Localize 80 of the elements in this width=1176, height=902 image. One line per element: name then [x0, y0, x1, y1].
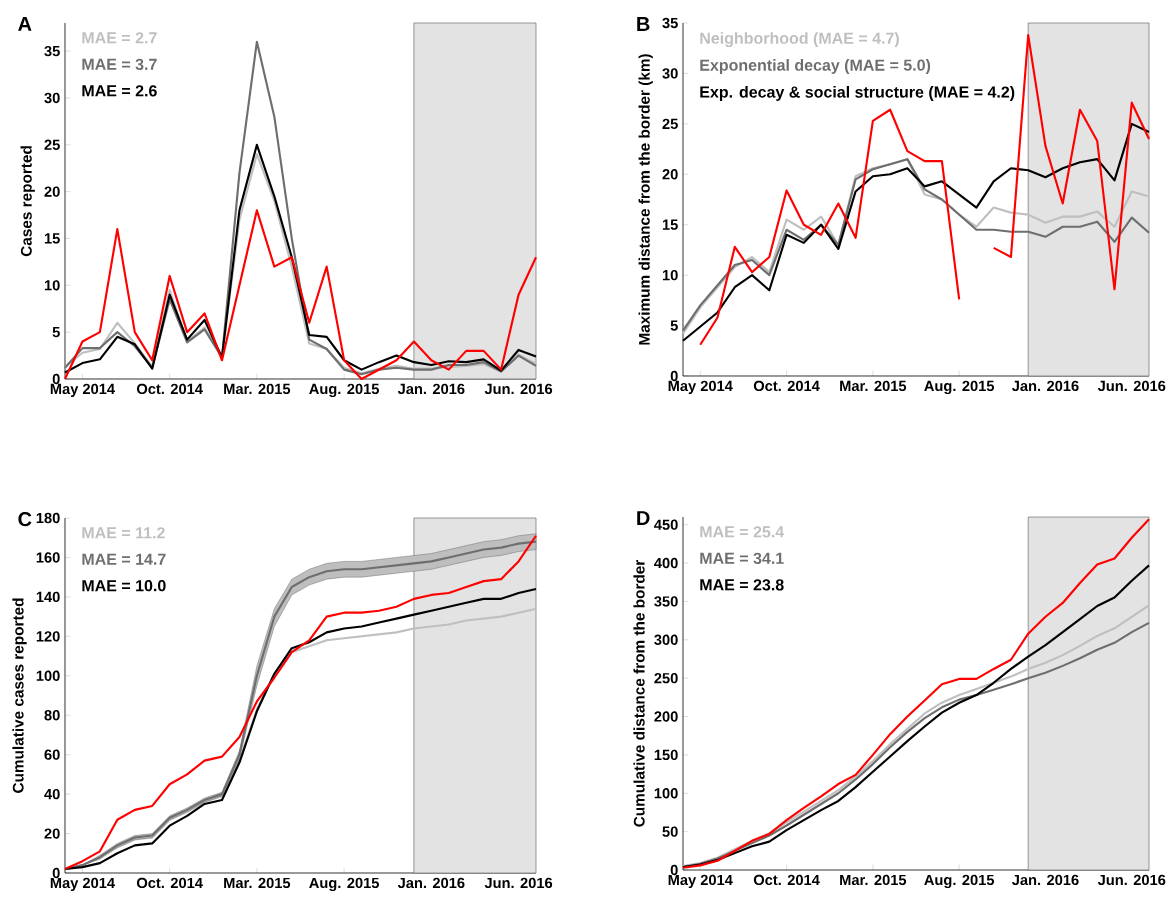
x-tick-label: May 2014	[668, 380, 733, 394]
y-tick-label: 20	[44, 828, 60, 839]
text: Exp. decay & social structure (MAE = 4.2)	[700, 85, 1015, 101]
y-tick-label: 10	[662, 269, 678, 281]
x-tick-label: Oct. 2014	[753, 380, 820, 392]
y-tick-label: 200	[654, 711, 678, 722]
x-tick-label: Jan. 2016	[1011, 380, 1079, 392]
x-tick-label: May 2014	[50, 383, 115, 397]
x-tick-label: Mar. 2015	[224, 877, 291, 889]
y-tick-label: 80	[44, 710, 60, 721]
x-tick-label: Mar. 2015	[840, 874, 907, 886]
y-tick-label: 0	[670, 370, 678, 382]
x-tick-label: Mar. 2015	[840, 380, 907, 392]
y-tick-label: 20	[662, 169, 678, 180]
y-tick-label: 350	[654, 596, 678, 607]
text: C	[18, 512, 32, 527]
x-tick-label: Aug. 2015	[924, 380, 995, 395]
y-tick-label: 250	[654, 672, 678, 684]
y-tick-label: 15	[44, 233, 60, 244]
text: MAE = 25.4	[700, 526, 785, 538]
x-tick-label: Aug. 2015	[309, 877, 380, 892]
y-tick-label: 25	[44, 139, 60, 150]
y-tick-label: 300	[654, 634, 678, 645]
text: MAE = 2.7	[82, 32, 157, 44]
y-axis-title: Cumulative distance from the border	[633, 559, 645, 827]
text: B	[637, 17, 650, 31]
y-tick-label: 40	[44, 788, 60, 800]
x-tick-label: Jun. 2016	[484, 877, 553, 889]
text: MAE = 11.2	[82, 527, 165, 539]
y-tick-label: 35	[44, 45, 60, 57]
y-tick-label: 5	[670, 320, 678, 331]
y-tick-label: 120	[36, 631, 60, 642]
y-tick-label: 450	[654, 519, 678, 530]
text: MAE = 10.0	[82, 580, 166, 592]
y-tick-label: 150	[654, 749, 678, 761]
x-tick-label: May 2014	[50, 877, 115, 891]
y-tick-label: 400	[654, 557, 678, 569]
text: MAE = 2.6	[82, 85, 157, 97]
y-tick-label: 15	[662, 219, 678, 230]
y-tick-label: 0	[670, 864, 678, 876]
y-axis-title: Cases reported	[20, 146, 35, 257]
x-tick-label: Mar. 2015	[224, 383, 291, 395]
text: Neighborhood (MAE = 4.7)	[700, 32, 899, 48]
y-tick-label: 20	[44, 186, 60, 197]
text: MAE = 23.8	[700, 579, 784, 591]
x-tick-label: Jan. 2016	[397, 383, 465, 395]
text: A	[18, 17, 32, 31]
y-tick-label: 100	[654, 788, 678, 799]
y-tick-label: 35	[662, 17, 678, 29]
text: MAE = 3.7	[82, 58, 157, 71]
y-tick-label: 160	[36, 552, 60, 563]
text: D	[637, 511, 650, 525]
y-tick-label: 30	[44, 92, 60, 104]
x-tick-label: Jun. 2016	[1097, 380, 1166, 392]
x-tick-label: Oct. 2014	[136, 877, 203, 889]
y-tick-label: 60	[44, 749, 60, 760]
x-tick-label: Aug. 2015	[924, 874, 995, 889]
y-tick-label: 5	[52, 327, 60, 338]
y-tick-label: 25	[662, 118, 678, 130]
x-tick-label: Jun. 2016	[1097, 874, 1166, 886]
x-tick-label: Oct. 2014	[753, 874, 820, 886]
y-tick-label: 0	[52, 867, 60, 879]
y-tick-label: 100	[36, 670, 60, 681]
y-axis-title: Maximum distance from the border (km)	[638, 54, 653, 345]
y-tick-label: 50	[662, 826, 678, 837]
x-tick-label: Aug. 2015	[309, 383, 380, 398]
text: MAE = 34.1	[700, 552, 784, 564]
y-tick-label: 30	[662, 68, 678, 79]
text: Exponential decay (MAE = 5.0)	[700, 59, 931, 74]
x-tick-label: Jan. 2016	[397, 877, 465, 889]
y-tick-label: 180	[36, 512, 60, 524]
y-tick-label: 0	[52, 373, 60, 385]
x-tick-label: Jan. 2016	[1011, 874, 1079, 886]
y-tick-label: 10	[44, 280, 60, 291]
y-tick-label: 140	[36, 591, 60, 603]
y-axis-title: Cumulative cases reported	[12, 598, 27, 793]
x-tick-label: Oct. 2014	[136, 383, 203, 395]
x-tick-label: Jun. 2016	[484, 383, 553, 395]
text: MAE = 14.7	[82, 553, 166, 565]
x-tick-label: May 2014	[668, 874, 733, 888]
